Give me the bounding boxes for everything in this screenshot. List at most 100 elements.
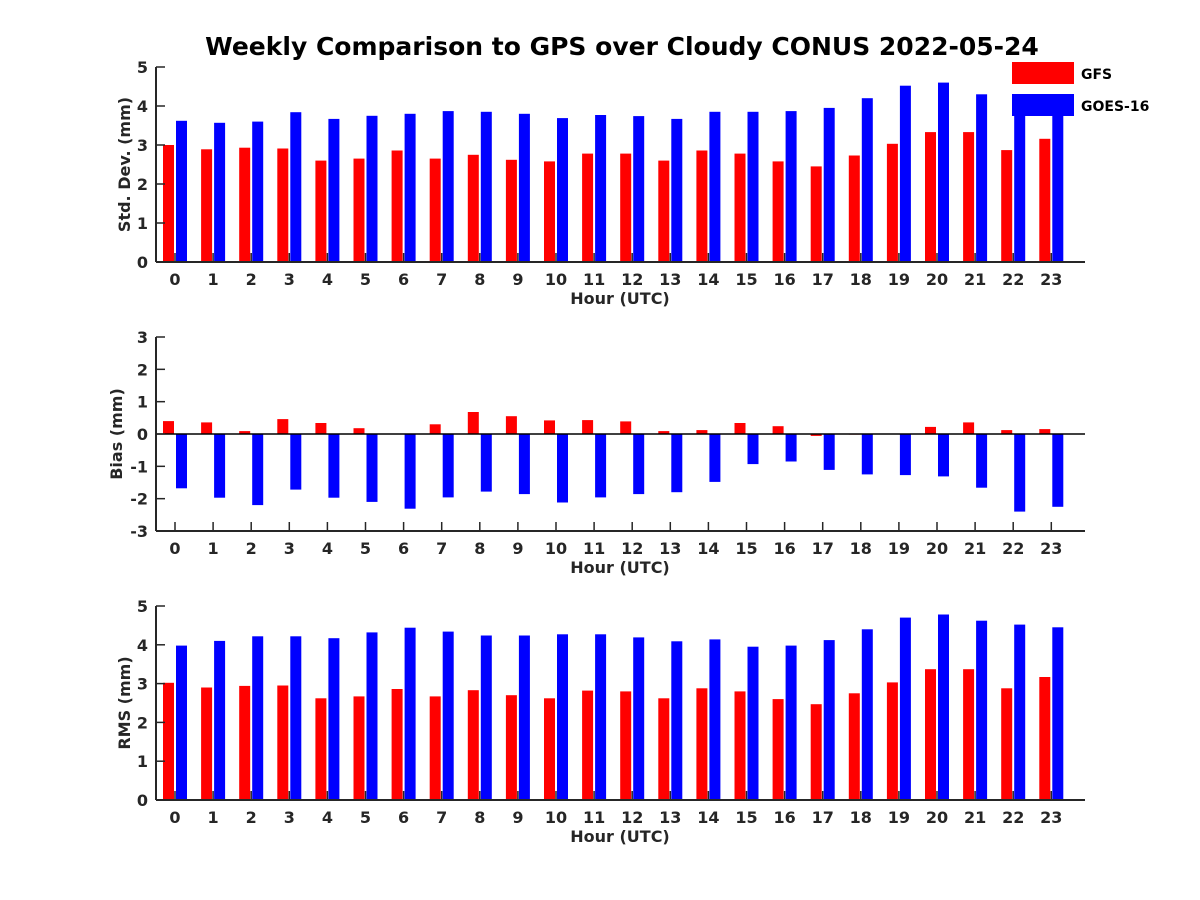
bar-bias-gfs-12 <box>620 421 632 434</box>
x-tick-label-rms: 13 <box>659 808 681 827</box>
bar-std-gfs-16 <box>772 161 784 262</box>
bar-rms-goes-16-13 <box>671 641 683 800</box>
bar-std-gfs-21 <box>963 132 975 262</box>
bar-bias-goes-16-22 <box>1014 434 1026 512</box>
bar-std-goes-16-18 <box>861 98 873 262</box>
bar-rms-goes-16-18 <box>861 629 873 800</box>
bar-rms-gfs-15 <box>734 691 746 800</box>
y-tick-label-bias: 0 <box>137 425 148 444</box>
bar-rms-goes-16-5 <box>366 632 378 800</box>
bar-bias-goes-16-2 <box>252 434 264 506</box>
x-tick-label-bias: 8 <box>474 539 485 558</box>
x-tick-label-std: 16 <box>773 270 795 289</box>
y-axis-label-std: Std. Dev. (mm) <box>115 97 134 232</box>
x-tick-label-bias: 14 <box>697 539 719 558</box>
y-tick-label-rms: 1 <box>137 752 148 771</box>
bar-std-gfs-18 <box>848 155 860 262</box>
x-tick-label-rms: 20 <box>926 808 948 827</box>
bar-bias-gfs-10 <box>544 420 555 434</box>
bar-bias-goes-16-9 <box>518 434 530 495</box>
bar-std-gfs-4 <box>315 160 327 262</box>
x-tick-label-std: 7 <box>436 270 447 289</box>
y-tick-label-std: 5 <box>137 58 148 77</box>
bar-std-goes-16-13 <box>671 118 683 263</box>
y-tick-label-bias: -1 <box>130 457 148 476</box>
x-tick-label-std: 21 <box>964 270 986 289</box>
legend: GFS GOES-16 <box>1012 62 1149 116</box>
bar-rms-goes-16-4 <box>328 638 340 800</box>
bar-bias-gfs-8 <box>467 412 479 434</box>
bar-rms-gfs-21 <box>963 669 975 800</box>
y-tick-label-rms: 5 <box>137 597 148 616</box>
x-tick-label-rms: 3 <box>284 808 295 827</box>
bar-std-gfs-1 <box>201 149 213 262</box>
bar-std-goes-16-12 <box>633 116 645 262</box>
bar-rms-goes-16-3 <box>290 636 302 800</box>
bar-std-gfs-22 <box>1001 150 1013 262</box>
bar-std-gfs-5 <box>353 158 365 262</box>
bar-bias-gfs-21 <box>963 422 975 434</box>
x-axis-label-std: Hour (UTC) <box>570 289 670 308</box>
bar-std-gfs-19 <box>886 143 898 262</box>
bar-bias-goes-16-15 <box>747 434 759 465</box>
x-tick-label-rms: 18 <box>850 808 872 827</box>
bar-bias-goes-16-7 <box>442 434 454 498</box>
bar-rms-gfs-2 <box>239 685 251 800</box>
legend-label-gfs: GFS <box>1081 67 1112 83</box>
y-tick-label-bias: 3 <box>137 328 148 347</box>
bar-std-goes-16-6 <box>404 113 416 262</box>
x-tick-label-std: 19 <box>888 270 910 289</box>
x-tick-label-rms: 2 <box>246 808 257 827</box>
y-tick-label-std: 0 <box>137 253 148 272</box>
bar-bias-gfs-22 <box>1001 430 1013 434</box>
bar-rms-goes-16-0 <box>176 645 187 800</box>
x-tick-label-bias: 22 <box>1002 539 1024 558</box>
y-tick-label-std: 4 <box>137 97 148 116</box>
bar-std-goes-16-23 <box>1052 111 1064 262</box>
x-tick-label-std: 6 <box>398 270 409 289</box>
bar-bias-goes-16-5 <box>366 434 378 502</box>
bar-bias-goes-16-23 <box>1052 434 1064 507</box>
bar-bias-goes-16-6 <box>404 434 416 509</box>
x-tick-label-rms: 4 <box>322 808 333 827</box>
bar-rms-goes-16-14 <box>709 639 721 800</box>
x-tick-label-bias: 15 <box>735 539 757 558</box>
bar-std-gfs-13 <box>658 160 670 262</box>
x-tick-label-bias: 2 <box>246 539 257 558</box>
bar-bias-gfs-23 <box>1039 429 1051 434</box>
bar-rms-gfs-5 <box>353 696 365 800</box>
x-tick-label-rms: 14 <box>697 808 719 827</box>
x-axis-label-rms: Hour (UTC) <box>570 827 670 846</box>
x-tick-label-bias: 11 <box>583 539 605 558</box>
bar-std-gfs-6 <box>391 150 403 262</box>
x-tick-label-bias: 23 <box>1040 539 1062 558</box>
bar-bias-gfs-11 <box>582 420 594 434</box>
x-tick-label-rms: 22 <box>1002 808 1024 827</box>
bar-std-gfs-8 <box>467 154 479 263</box>
bar-rms-gfs-9 <box>505 695 517 800</box>
bar-bias-goes-16-8 <box>480 434 492 492</box>
bar-bias-goes-16-14 <box>709 434 721 482</box>
bar-rms-gfs-23 <box>1039 677 1051 800</box>
x-tick-label-std: 23 <box>1040 270 1062 289</box>
x-tick-label-std: 22 <box>1002 270 1024 289</box>
x-tick-label-std: 1 <box>208 270 219 289</box>
x-tick-label-bias: 20 <box>926 539 948 558</box>
y-tick-label-std: 2 <box>137 175 148 194</box>
bar-rms-gfs-12 <box>620 691 632 800</box>
bar-rms-gfs-10 <box>544 698 555 800</box>
x-tick-label-bias: 12 <box>621 539 643 558</box>
bar-bias-goes-16-1 <box>214 434 226 498</box>
bar-bias-goes-16-18 <box>861 434 873 475</box>
x-tick-label-rms: 15 <box>735 808 757 827</box>
bar-std-gfs-20 <box>925 132 936 262</box>
bar-bias-gfs-16 <box>772 426 784 434</box>
bar-bias-gfs-7 <box>429 424 441 434</box>
y-tick-label-rms: 2 <box>137 713 148 732</box>
bar-rms-goes-16-20 <box>938 614 949 800</box>
bar-rms-gfs-1 <box>201 687 213 800</box>
bar-bias-gfs-0 <box>163 421 174 434</box>
bar-rms-gfs-8 <box>467 690 479 800</box>
bar-std-gfs-14 <box>696 150 708 262</box>
bar-rms-gfs-19 <box>886 682 898 800</box>
